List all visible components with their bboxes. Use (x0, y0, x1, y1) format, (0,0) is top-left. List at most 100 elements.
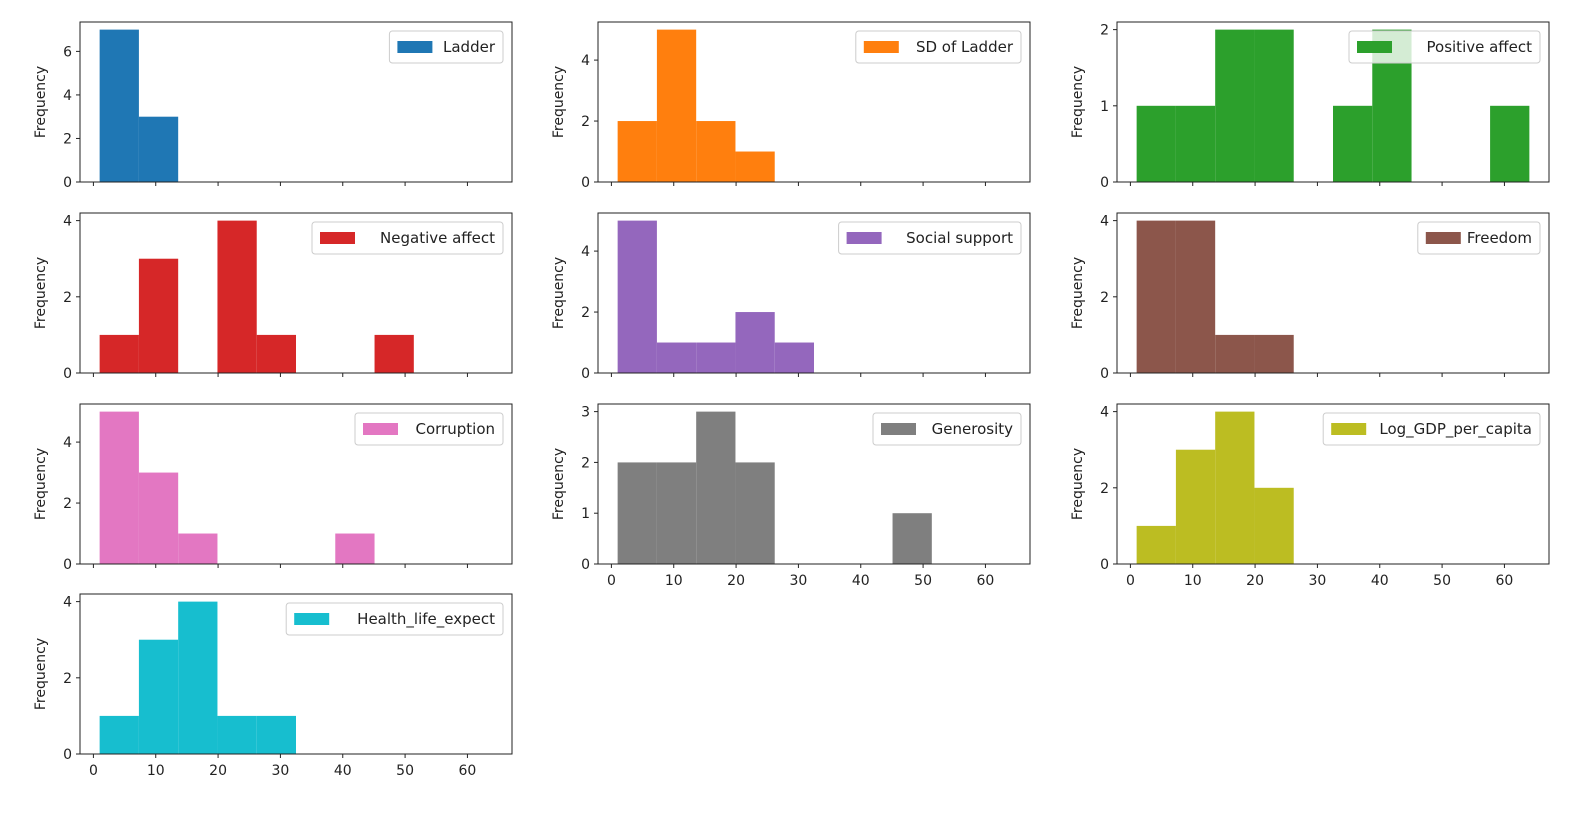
y-tick-label: 2 (1100, 481, 1109, 497)
legend: Negative affect (311, 221, 504, 255)
y-tick-label: 3 (581, 405, 590, 421)
legend-box (285, 602, 504, 636)
histogram-bar (138, 258, 179, 373)
legend-label: Generosity (932, 420, 1013, 438)
x-tick-label: 30 (790, 573, 808, 589)
y-tick-label: 2 (581, 455, 590, 471)
legend-label: Ladder (443, 38, 496, 56)
x-tick-label: 0 (607, 573, 616, 589)
y-axis-label: Frequency (33, 257, 49, 329)
legend-box (855, 30, 1022, 64)
y-tick-label: 0 (581, 557, 590, 573)
x-tick-label: 60 (1496, 573, 1514, 589)
axes-frame (79, 212, 513, 374)
axes-frame (1116, 403, 1550, 565)
histogram-bar (656, 342, 697, 373)
histogram-bar (1175, 105, 1216, 182)
legend-swatch (846, 232, 882, 244)
legend-swatch (863, 41, 899, 53)
histogram-bar (1136, 105, 1176, 182)
subplot-negative-affect: 0 2 4 Frequency Negative affect (33, 212, 513, 382)
legend-label: Social support (906, 229, 1013, 247)
y-tick-label: 0 (63, 175, 72, 191)
histogram-bar (138, 639, 179, 754)
y-tick-label: 0 (63, 557, 72, 573)
y-tick-label: 2 (581, 114, 590, 130)
y-tick-label: 2 (63, 131, 72, 147)
x-tick-label: 0 (89, 763, 98, 779)
y-axis-label: Frequency (1070, 448, 1086, 520)
histogram-bar (617, 121, 657, 182)
axes-frame (79, 21, 513, 183)
x-tick-label: 0 (1126, 573, 1135, 589)
x-tick-label: 40 (334, 763, 352, 779)
legend: Ladder (388, 30, 504, 64)
histogram-bar (1215, 334, 1255, 373)
histogram-bar (256, 334, 296, 373)
axes-frame (1116, 212, 1550, 374)
histogram-bar (696, 121, 736, 182)
legend-box (872, 412, 1022, 446)
histogram-bar (335, 533, 375, 564)
y-tick-label: 2 (581, 305, 590, 321)
legend-box (1322, 412, 1541, 446)
histogram-bar (1333, 105, 1373, 182)
histogram-bar (217, 220, 257, 373)
y-tick-label: 2 (63, 671, 72, 687)
y-axis-label: Frequency (551, 257, 567, 329)
histogram-bar (1215, 411, 1255, 564)
x-tick-label: 50 (1433, 573, 1451, 589)
x-tick-label: 20 (209, 763, 227, 779)
y-axis-label: Frequency (1070, 257, 1086, 329)
x-tick-label: 50 (914, 573, 932, 589)
histogram-bar (696, 411, 736, 564)
y-tick-label: 2 (1100, 23, 1109, 39)
x-tick-label: 40 (852, 573, 870, 589)
x-tick-label: 50 (396, 763, 414, 779)
legend: Social support (838, 221, 1022, 255)
legend: SD of Ladder (855, 30, 1022, 64)
histogram-bar (892, 513, 932, 564)
y-tick-label: 0 (63, 366, 72, 382)
y-tick-label: 4 (63, 214, 72, 230)
histogram-bar (1254, 334, 1294, 373)
legend-swatch (1425, 232, 1461, 244)
x-tick-label: 10 (665, 573, 683, 589)
subplot-positive-affect: 0 1 2 Frequency Positive affect (1070, 21, 1550, 191)
legend-swatch (294, 613, 330, 625)
subplot-corruption: 0 2 4 Frequency Corruption (33, 403, 513, 573)
histogram-bar (1490, 105, 1530, 182)
x-tick-label: 30 (272, 763, 290, 779)
legend: Health_life_expect (285, 602, 504, 636)
histogram-bar (1136, 220, 1176, 373)
legend-label: Health_life_expect (357, 610, 495, 629)
legend-swatch (397, 41, 433, 53)
y-tick-label: 2 (63, 290, 72, 306)
y-tick-label: 0 (1100, 557, 1109, 573)
x-tick-label: 20 (1246, 573, 1264, 589)
y-tick-label: 6 (63, 44, 72, 60)
y-tick-label: 0 (581, 175, 590, 191)
histogram-bar (99, 29, 139, 182)
y-tick-label: 1 (1100, 99, 1109, 115)
histogram-bar (256, 715, 296, 754)
histogram-bar (1175, 449, 1216, 564)
y-tick-label: 4 (63, 88, 72, 104)
histogram-bar (1254, 487, 1294, 564)
histogram-bar (138, 116, 179, 182)
axes-frame (1116, 21, 1550, 183)
histogram-bar (696, 342, 736, 373)
legend-label: Negative affect (380, 229, 495, 247)
histogram-bar (656, 462, 697, 564)
legend-swatch (1331, 423, 1367, 435)
y-tick-label: 2 (1100, 290, 1109, 306)
y-tick-label: 4 (63, 595, 72, 611)
axes-frame (79, 403, 513, 565)
x-tick-label: 60 (459, 763, 477, 779)
legend-label: Log_GDP_per_capita (1379, 420, 1532, 439)
y-tick-label: 4 (581, 244, 590, 260)
y-tick-label: 2 (63, 496, 72, 512)
y-axis-label: Frequency (551, 66, 567, 138)
histogram-bar (374, 334, 414, 373)
